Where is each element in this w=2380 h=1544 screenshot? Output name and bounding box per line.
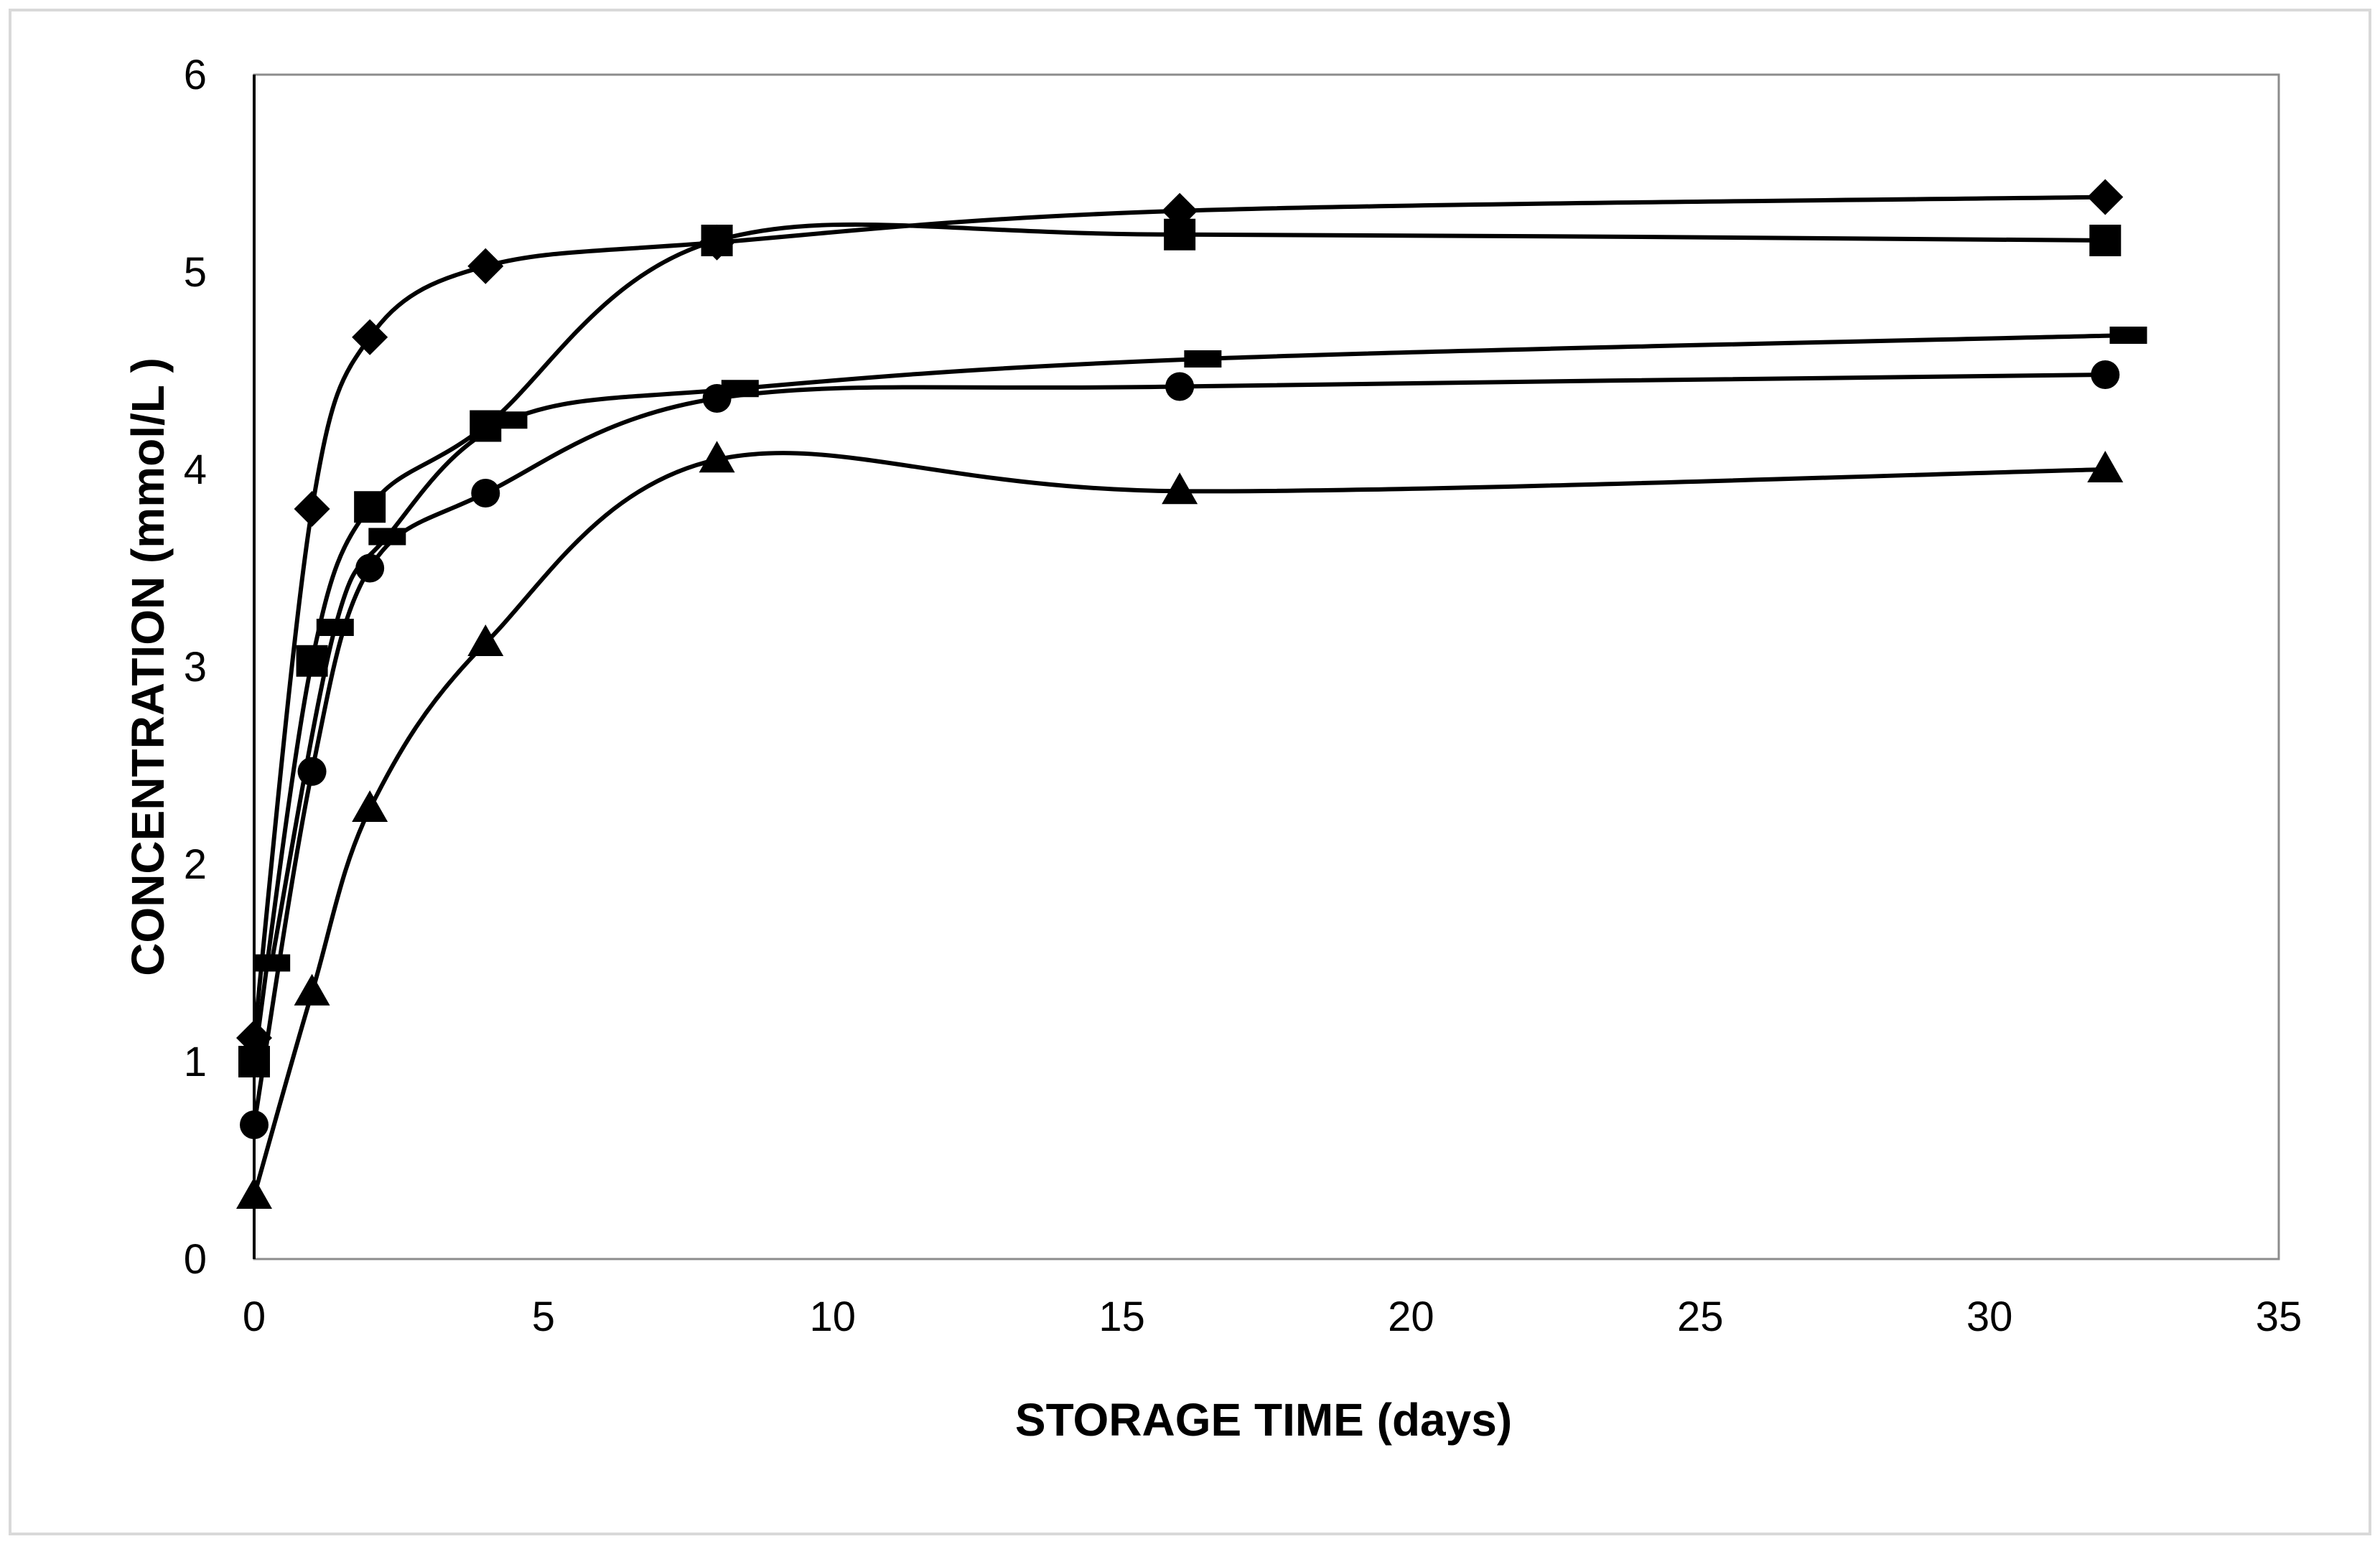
- square-point: [1164, 218, 1196, 251]
- x-tick-label: 5: [532, 1293, 555, 1340]
- series-line-triangle: [252, 451, 2106, 1197]
- y-tick-label: 0: [184, 1236, 207, 1283]
- diamond-point: [467, 248, 504, 284]
- x-tick-label: 20: [1388, 1293, 1434, 1340]
- x-axis-ticks: 0 5 10 15 20 25 30 35: [243, 1293, 2302, 1340]
- series-circle: [240, 360, 2120, 1139]
- dash-point: [253, 954, 291, 972]
- diamond-point: [352, 319, 388, 355]
- triangle-point: [236, 1177, 272, 1209]
- circle-point: [2091, 360, 2120, 389]
- series-triangle: [236, 441, 2124, 1209]
- y-tick-label: 2: [184, 841, 207, 888]
- circle-point: [297, 757, 327, 786]
- circle-point: [240, 1110, 269, 1139]
- y-tick-label: 3: [184, 644, 207, 691]
- y-tick-label: 1: [184, 1039, 207, 1085]
- chart-border: [9, 9, 2371, 1535]
- x-tick-label: 0: [243, 1293, 266, 1340]
- circle-point: [702, 384, 732, 413]
- dash-point: [490, 411, 528, 429]
- triangle-point: [1162, 472, 1198, 505]
- x-tick-label: 25: [1677, 1293, 1724, 1340]
- triangle-point: [699, 441, 735, 473]
- x-tick-label: 15: [1098, 1293, 1145, 1340]
- circle-point: [1165, 372, 1195, 401]
- y-tick-label: 5: [184, 249, 207, 296]
- triangle-point: [352, 790, 388, 822]
- x-axis-title: STORAGE TIME (days): [1015, 1394, 1512, 1446]
- square-point: [2089, 225, 2122, 256]
- x-tick-label: 35: [2256, 1293, 2302, 1340]
- dash-point: [2109, 327, 2147, 344]
- square-point: [701, 225, 733, 256]
- circle-point: [355, 553, 385, 583]
- series-layer: [236, 179, 2147, 1209]
- x-tick-label: 10: [809, 1293, 856, 1340]
- circle-point: [471, 479, 500, 507]
- triangle-point: [467, 624, 504, 656]
- series-line-diamond: [252, 195, 2106, 1039]
- y-axis-title: CONCENTRATION (mmol/L ): [122, 357, 174, 976]
- y-tick-label: 6: [184, 52, 207, 98]
- diamond-point: [2087, 179, 2124, 215]
- triangle-point: [294, 973, 330, 1006]
- triangle-point: [2087, 451, 2124, 482]
- square-point: [296, 645, 328, 677]
- square-point: [354, 491, 386, 523]
- x-tick-label: 30: [1966, 1293, 2013, 1340]
- diamond-point: [294, 491, 330, 527]
- y-axis-ticks: 0 1 2 3 4 5 6: [184, 52, 207, 1283]
- dash-point: [1184, 350, 1222, 368]
- y-tick-label: 4: [184, 446, 207, 493]
- series-square: [238, 218, 2122, 1077]
